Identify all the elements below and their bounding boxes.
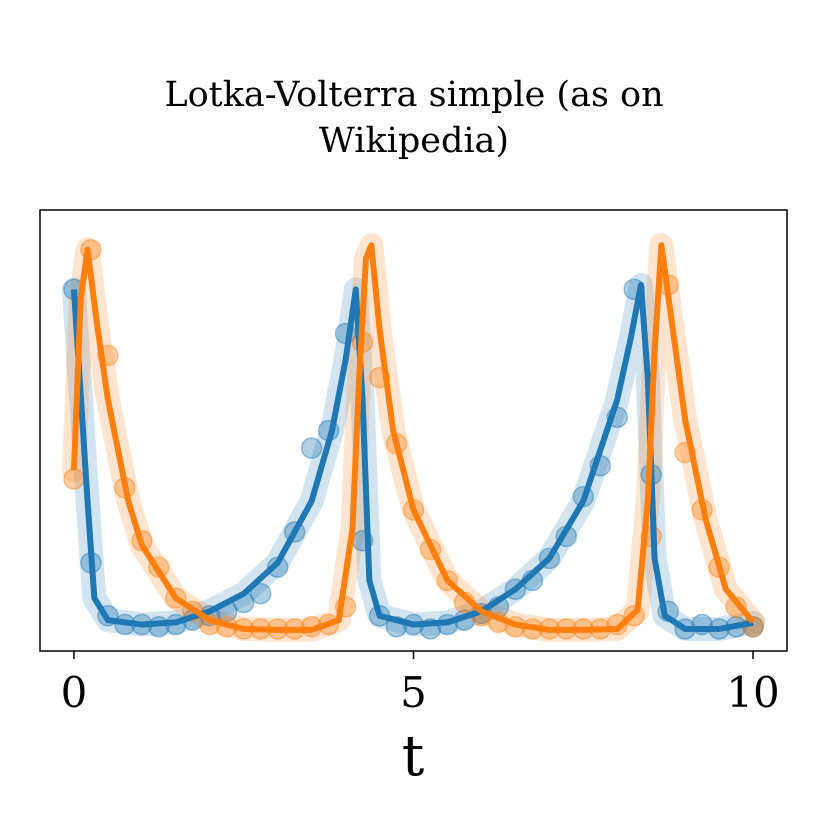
- x-tick-label: 10: [726, 668, 779, 717]
- scatter-point: [249, 582, 272, 605]
- x-tick-label: 5: [400, 668, 427, 717]
- x-axis-label: t: [402, 724, 425, 789]
- plot-area: [61, 233, 766, 642]
- chart-title: Lotka-Volterra simple (as on Wikipedia): [164, 75, 664, 161]
- scatter-point: [63, 468, 85, 490]
- x-tick-label: 0: [61, 668, 88, 717]
- line: [70, 242, 756, 633]
- scatter-point: [300, 437, 323, 459]
- line: [70, 281, 754, 632]
